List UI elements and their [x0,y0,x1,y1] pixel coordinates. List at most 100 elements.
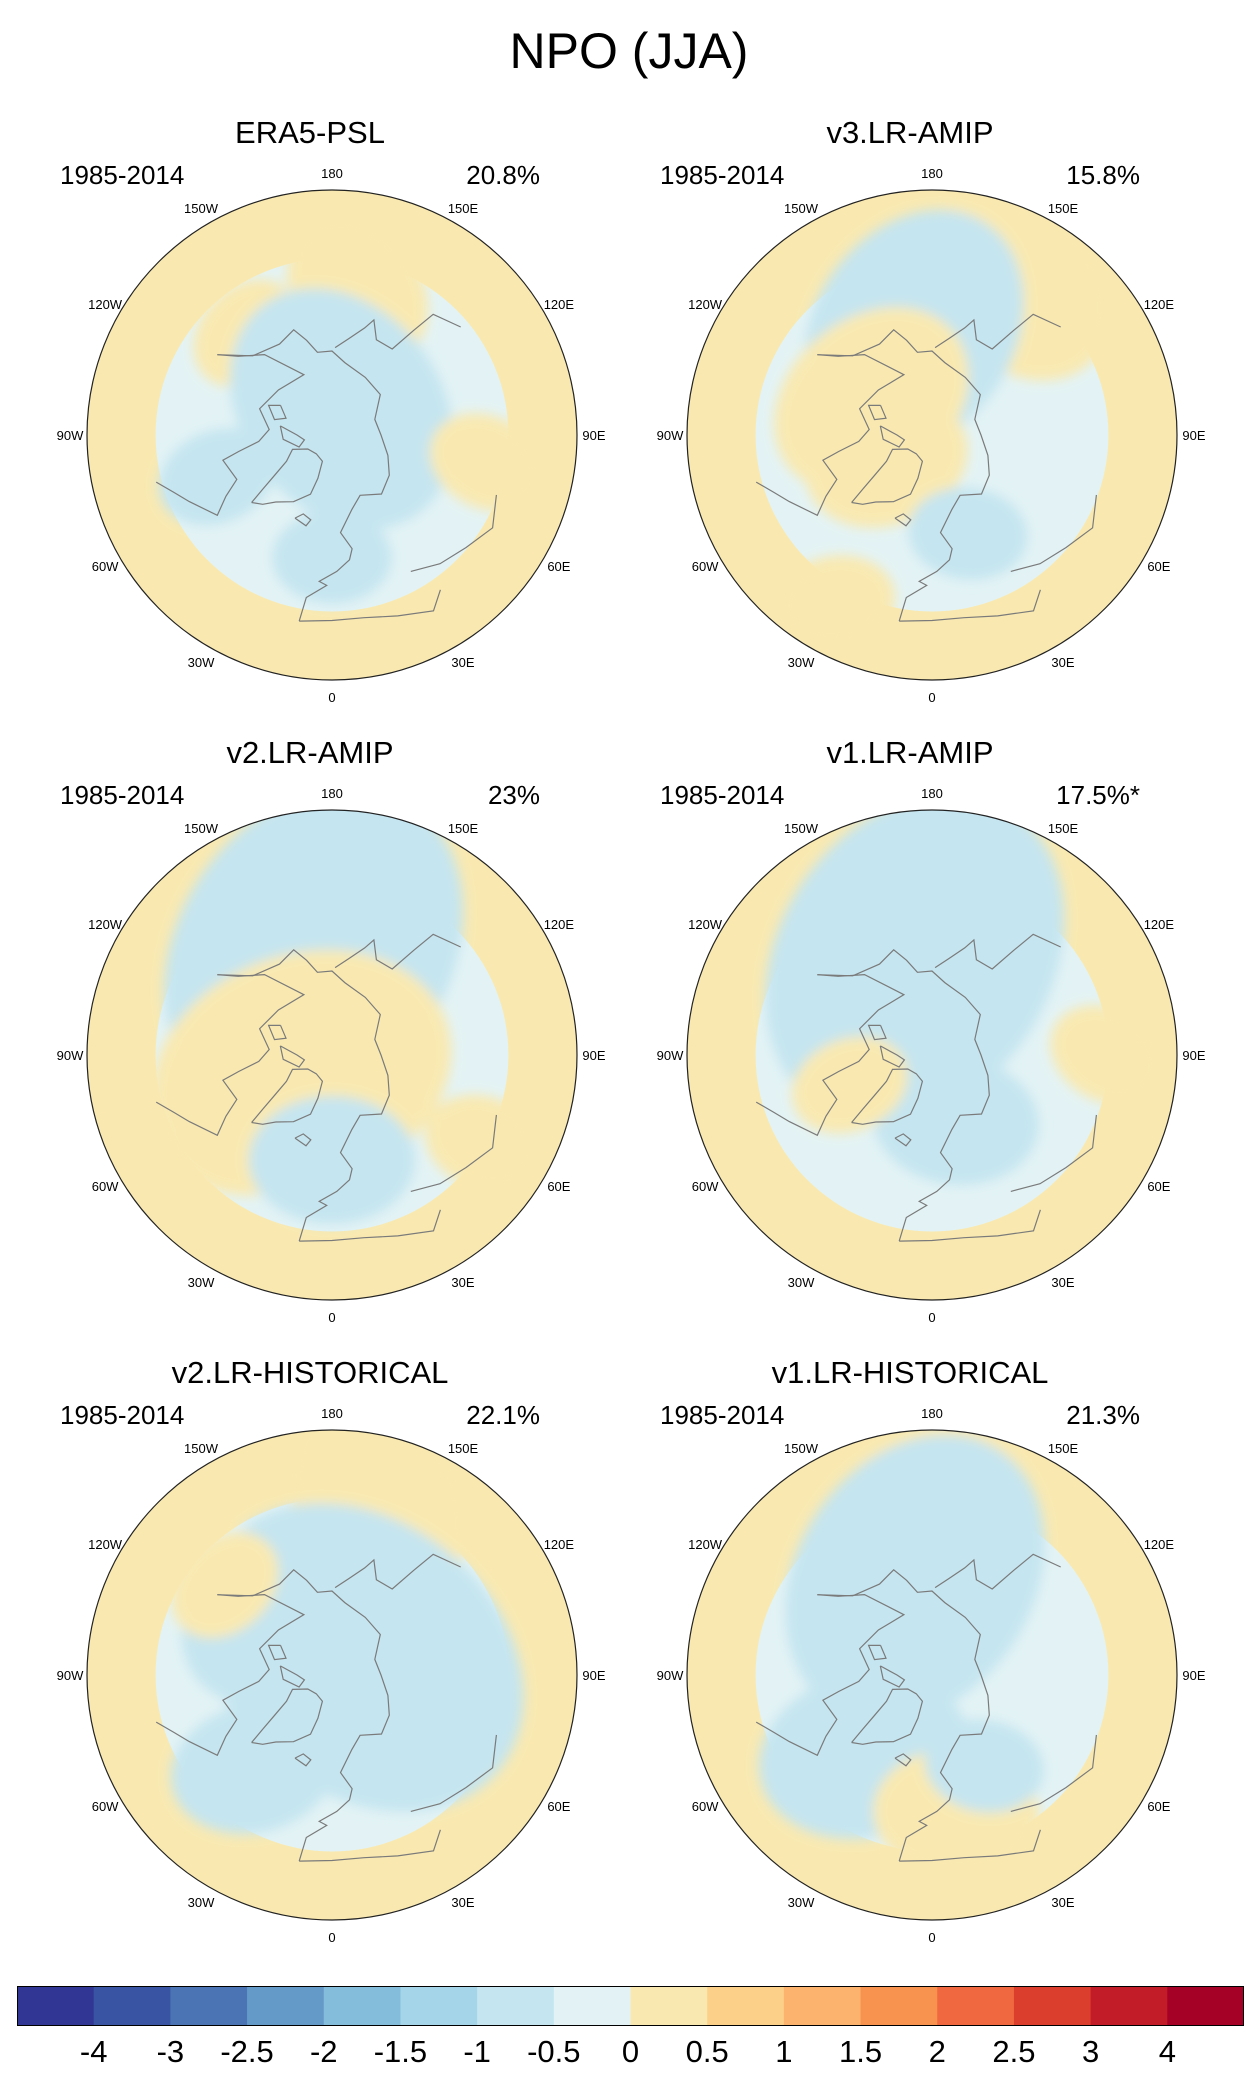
coastline [251,1688,324,1745]
colorbar-swatch [630,1986,708,2026]
longitude-label: 150W [784,821,819,836]
polar-map: 180 150E 120E 90E 60E 30E 0 30W 60W 90W 120W 150W [657,1406,1206,1945]
colorbar-swatch [477,1986,555,2026]
coastline [817,1568,990,1862]
coastline [267,1024,287,1041]
longitude-label: 0 [928,690,935,705]
longitude-label: 30E [451,655,474,670]
coastline [410,1734,497,1812]
colorbar-tick-label: 4 [1158,2034,1176,2069]
map-panel: 180 150E 120E 90E 60E 30E 0 30W 60W 90W 120W 150W v2… [10,735,610,1355]
panel-period: 1985-2014 [60,160,185,190]
coastline [934,933,1061,970]
map-boundary [86,189,578,681]
longitude-label: 0 [328,1310,335,1325]
longitude-label: 150W [784,201,819,216]
coastline [899,1209,1041,1242]
longitude-label: 30W [188,1275,215,1290]
coastline [217,948,390,1242]
coastline [279,425,306,448]
coastline [867,1024,887,1041]
colorbar-tick-label: -2.5 [220,2034,274,2069]
coastline [334,933,461,970]
longitude-label: 0 [928,1930,935,1945]
panel-period: 1985-2014 [660,160,785,190]
coastline [410,1114,497,1192]
figure-title: NPO (JJA) [509,23,749,79]
coastline [879,425,906,448]
longitude-label: 120W [688,917,723,932]
coastline [1010,1734,1097,1812]
explained-variance: 17.5%* [1056,780,1140,810]
colorbar-swatch [553,1986,631,2026]
longitude-label: 60W [92,1799,119,1814]
coastline [294,513,312,527]
colorbar-swatch [170,1986,248,2026]
longitude-label: 150E [1048,1441,1079,1456]
longitude-label: 150W [784,1441,819,1456]
longitude-label: 180 [921,166,943,181]
colorbar-tick-label: 1 [775,2034,793,2069]
map-panel: 180 150E 120E 90E 60E 30E 0 30W 60W 90W 120W 150W v2… [10,1355,610,1975]
longitude-label: 60E [1147,1799,1170,1814]
coastline [755,1593,906,1757]
longitude-label: 30W [188,655,215,670]
coastline [279,1045,306,1068]
positive-anomaly [791,1036,908,1134]
longitude-label: 60E [1147,559,1170,574]
colorbar-swatch [783,1986,862,2026]
polar-map: 180 150E 120E 90E 60E 30E 0 30W 60W 90W 120W 150W [657,786,1206,1325]
panel-period: 1985-2014 [660,1400,785,1430]
colorbar-swatch [400,1986,478,2026]
map-boundary [86,809,578,1301]
positive-anomaly [171,1532,279,1638]
longitude-label: 30E [1051,1275,1074,1290]
colorbar-tick-label: -3 [156,2034,185,2069]
negative-anomaly [785,1434,1045,1723]
colorbar-tick-label: -1 [463,2034,491,2069]
longitude-label: 30E [1051,1895,1074,1910]
longitude-label: 90E [582,1048,605,1063]
colorbar-swatch [323,1986,401,2026]
longitude-label: 120W [88,1537,123,1552]
colorbar-swatch [860,1986,938,2026]
colorbar-tick-label: -2 [309,2034,338,2069]
longitude-label: 60W [692,1799,719,1814]
longitude-label: 30W [788,1895,815,1910]
map-boundary [86,1429,578,1921]
negative-anomaly [925,1719,1044,1813]
longitude-label: 30W [788,655,815,670]
coastline [155,1593,306,1757]
coastline [899,589,1041,622]
longitude-label: 30W [788,1275,815,1290]
longitude-label: 120E [544,917,575,932]
polar-map: 180 150E 120E 90E 60E 30E 0 30W 60W 90W 120W 150W [57,166,606,705]
colorbar-tick-label: 0.5 [685,2034,729,2069]
coastline [755,973,906,1137]
longitude-label: 90E [1182,1668,1205,1683]
explained-variance: 21.3% [1066,1400,1140,1430]
colorbar-swatch [247,1986,325,2026]
longitude-label: 60W [92,1179,119,1194]
coastline [934,1553,1061,1590]
negative-anomaly [170,1703,336,1835]
coastline [851,448,924,505]
colorbar-tick-label: 0 [621,2034,640,2069]
map-boundary [686,809,1178,1301]
panel-period: 1985-2014 [60,780,185,810]
longitude-label: 60E [547,1799,570,1814]
longitude-label: 60W [92,559,119,574]
longitude-label: 150W [184,821,219,836]
explained-variance: 15.8% [1066,160,1140,190]
panel-title: v1.LR-AMIP [826,735,994,770]
longitude-label: 30E [451,1895,474,1910]
coastline [299,589,441,622]
coastline [299,1209,441,1242]
colorbar-swatch [17,1986,95,2026]
longitude-label: 30E [451,1275,474,1290]
negative-anomaly [229,288,454,529]
map-panel: 180 150E 120E 90E 60E 30E 0 30W 60W 90W 120W 150W v1… [610,735,1210,1355]
longitude-label: 30E [1051,655,1074,670]
longitude-label: 60E [547,559,570,574]
negative-anomaly [872,1056,1039,1186]
